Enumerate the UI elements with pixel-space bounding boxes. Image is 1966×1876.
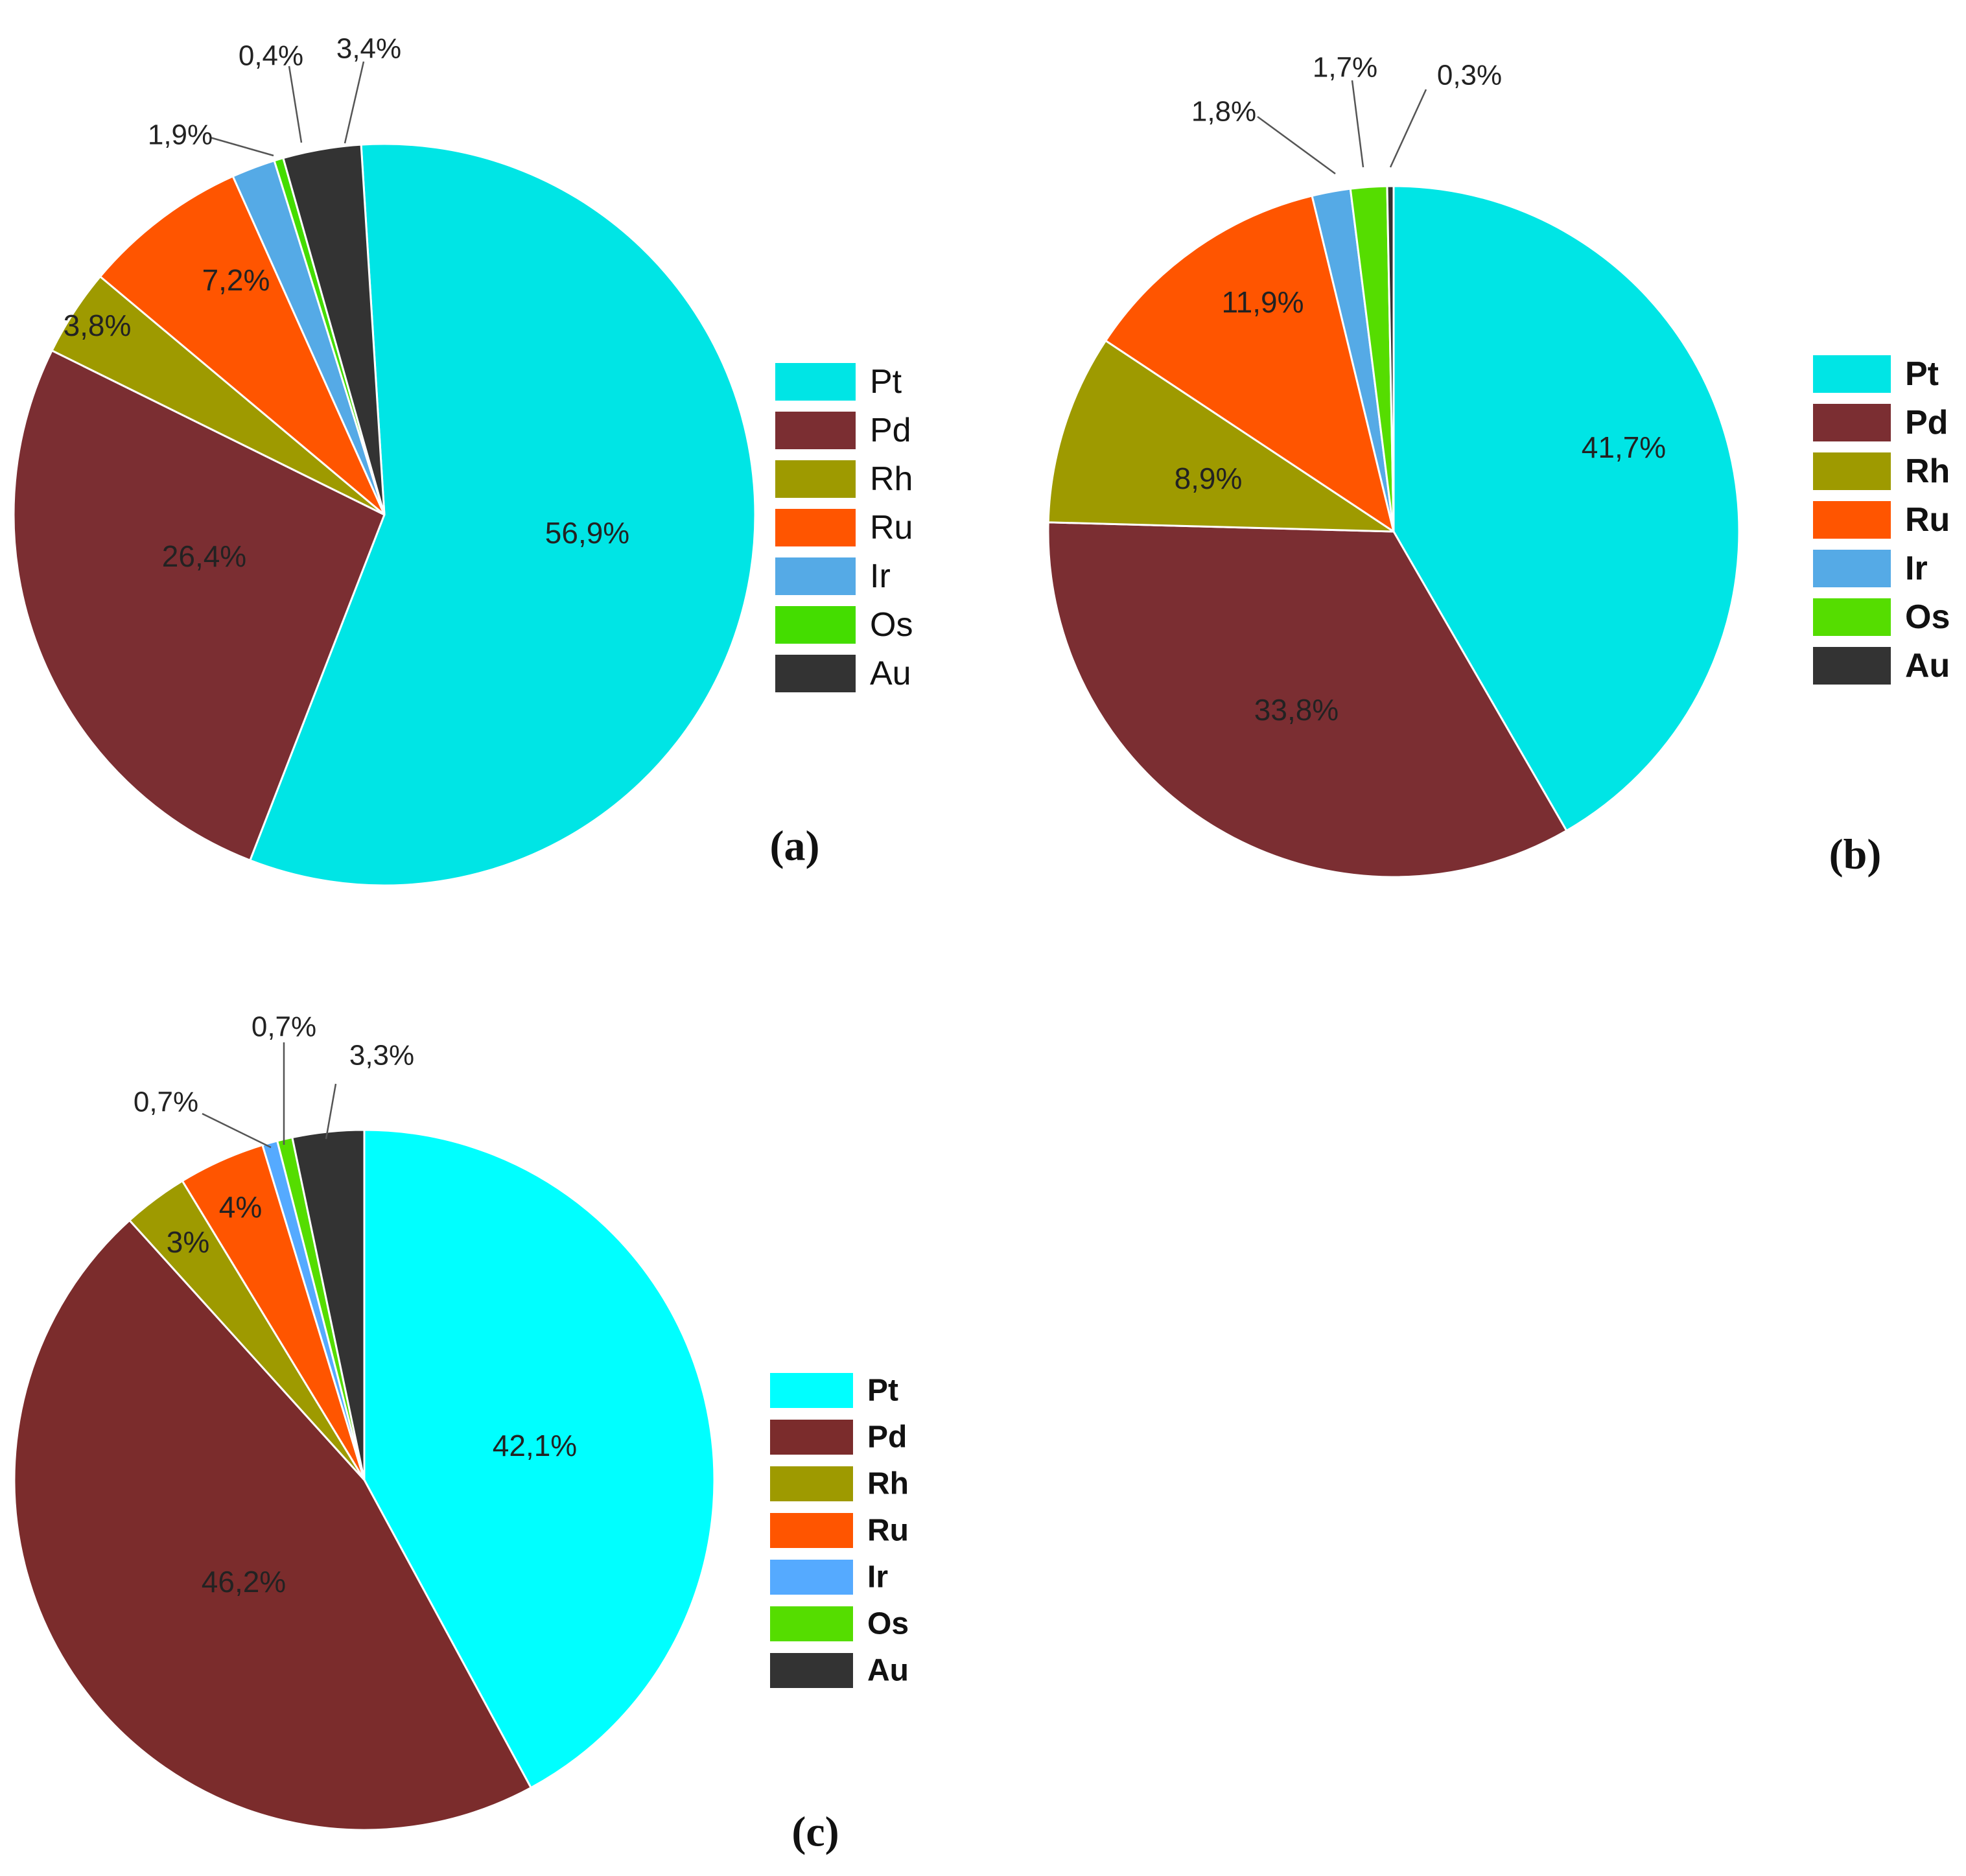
data-label-pt: 41,7% [1582, 430, 1666, 464]
legend-swatch-au [1813, 647, 1891, 685]
legend-c: Pt Pd Rh Ru Ir Os Au [770, 1373, 909, 1688]
pie-chart-b: 41,7% 33,8% 8,9% 11,9% 1,8% 1,7% 0,3% Pt Pd Rh Ru I… [1047, 52, 1950, 878]
legend-swatch-os [770, 1606, 853, 1641]
pie-slice-pd [13, 1219, 532, 1831]
data-label-au: 3,4% [336, 33, 401, 65]
legend-swatch-os [1813, 598, 1891, 636]
legend-label-os: Os [867, 1607, 909, 1641]
legend-swatch-rh [1813, 452, 1891, 490]
data-label-rh: 3% [167, 1225, 209, 1259]
legend-swatch-au [770, 1653, 853, 1688]
legend-swatch-pt [775, 363, 856, 401]
legend-label-ir: Ir [1905, 550, 1928, 587]
data-label-pt: 56,9% [545, 516, 629, 550]
legend-swatch-pd [770, 1420, 853, 1455]
pie-chart-a: 56,9% 26,4% 3,8% 7,2% 1,9% 0,4% 3,4% Pt Pd Rh Ru Ir… [12, 33, 913, 887]
data-label-au: 0,3% [1437, 60, 1502, 91]
legend-b: Pt Pd Rh Ru Ir Os Au [1813, 355, 1950, 685]
legend-swatch-ir [770, 1560, 853, 1595]
pie-slice-pt [249, 143, 756, 887]
legend-swatch-ru [770, 1513, 853, 1548]
legend-swatch-os [775, 606, 856, 644]
data-label-ru: 7,2% [202, 263, 270, 297]
legend-swatch-pd [775, 412, 856, 449]
pie-slice-au [1386, 185, 1395, 533]
legend-label-pd: Pd [867, 1420, 907, 1455]
leader-line-os [288, 65, 303, 143]
legend-label-au: Au [1905, 647, 1950, 685]
data-label-ir: 1,9% [148, 119, 213, 151]
legend-label-au: Au [870, 655, 911, 692]
data-label-pd: 46,2% [202, 1565, 286, 1599]
data-label-os: 0,7% [252, 1011, 316, 1043]
legend-label-pd: Pd [870, 412, 911, 449]
legend-a: Pt Pd Rh Ru Ir Os Au [775, 363, 913, 692]
legend-label-pt: Pt [867, 1374, 898, 1408]
pie-slice-au [282, 143, 386, 516]
data-label-pd: 33,8% [1254, 693, 1339, 727]
legend-label-rh: Rh [870, 460, 913, 498]
panel-caption-b: (b) [1829, 831, 1882, 878]
legend-swatch-ir [1813, 550, 1891, 587]
pie-slice-pd [1047, 521, 1568, 878]
legend-swatch-pt [1813, 355, 1891, 393]
legend-swatch-au [775, 655, 856, 692]
leader-line-au [325, 1083, 337, 1140]
legend-label-au: Au [867, 1654, 909, 1688]
legend-label-os: Os [870, 606, 913, 644]
pie-slice-pd [12, 349, 386, 862]
legend-swatch-pd [1813, 404, 1891, 441]
legend-swatch-ir [775, 557, 856, 595]
leader-line-ir [209, 136, 274, 157]
data-label-os: 1,7% [1313, 52, 1377, 84]
legend-label-os: Os [1905, 598, 1950, 636]
legend-label-pt: Pt [870, 363, 902, 401]
data-label-os: 0,4% [239, 40, 303, 72]
pie-chart-c: 42,1% 46,2% 3% 4% 0,7% 0,7% 3,3% Pt Pd Rh Ru Ir Os Au… [13, 1011, 909, 1856]
pie-slice-pt [1392, 185, 1740, 832]
data-label-pt: 42,1% [493, 1429, 577, 1462]
legend-label-ir: Ir [870, 557, 891, 595]
data-label-au: 3,3% [349, 1040, 414, 1072]
panel-caption-a: (a) [770, 823, 820, 870]
pie-slice-rh [1047, 340, 1395, 533]
legend-label-ru: Ru [867, 1514, 909, 1548]
leader-line-os [1351, 80, 1364, 168]
leader-line-au [1389, 89, 1427, 168]
legend-label-pd: Pd [1905, 404, 1948, 441]
panel-caption-c: (c) [791, 1809, 839, 1856]
data-label-ru: 4% [219, 1190, 262, 1224]
pie-slice-pt [363, 1129, 716, 1789]
legend-swatch-ru [775, 509, 856, 546]
legend-label-ru: Ru [870, 509, 913, 546]
legend-label-pt: Pt [1905, 355, 1939, 393]
legend-label-ir: Ir [867, 1560, 888, 1595]
data-label-rh: 8,9% [1175, 462, 1243, 495]
legend-swatch-pt [770, 1373, 853, 1408]
data-label-ru: 11,9% [1221, 285, 1304, 319]
data-label-pd: 26,4% [162, 539, 246, 573]
pie-slice-ru [1105, 194, 1395, 533]
data-label-ir: 1,8% [1191, 96, 1256, 128]
legend-swatch-ru [1813, 501, 1891, 539]
legend-label-rh: Rh [1905, 452, 1950, 490]
data-label-ir: 0,7% [134, 1086, 198, 1118]
data-label-rh: 3,8% [64, 309, 132, 342]
legend-swatch-rh [775, 460, 856, 498]
legend-label-ru: Ru [1905, 501, 1950, 539]
leader-line-au [344, 61, 365, 144]
leader-line-ir [1257, 115, 1336, 175]
pie-slice-ru [99, 175, 386, 516]
legend-label-rh: Rh [867, 1467, 909, 1501]
leader-line-ir [202, 1112, 272, 1149]
legend-swatch-rh [770, 1466, 853, 1501]
